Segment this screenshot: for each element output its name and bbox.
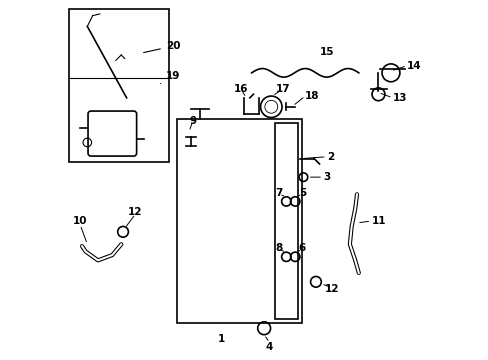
Text: 16: 16 [233,84,248,94]
Text: 12: 12 [324,284,339,294]
Text: 20: 20 [143,41,180,53]
Text: 10: 10 [73,216,87,226]
Text: 1: 1 [217,334,224,344]
Text: 8: 8 [275,243,282,253]
Text: 19: 19 [160,71,180,84]
FancyBboxPatch shape [88,111,136,156]
Text: 5: 5 [298,188,305,198]
Text: 6: 6 [298,243,305,253]
Text: 14: 14 [406,61,421,71]
Bar [69,9,169,162]
Text: 4: 4 [265,342,273,352]
Text: 7: 7 [275,188,282,198]
Text: 18: 18 [305,91,319,101]
Text: 17: 17 [275,84,289,94]
Text: 15: 15 [319,47,333,57]
Text: 13: 13 [392,93,407,103]
Text: 11: 11 [370,216,385,226]
Text: 2: 2 [326,152,333,162]
Bar [176,119,301,323]
Text: 9: 9 [189,116,196,126]
Text: 12: 12 [128,207,142,217]
Bar [274,123,298,319]
Text: 3: 3 [323,172,330,182]
